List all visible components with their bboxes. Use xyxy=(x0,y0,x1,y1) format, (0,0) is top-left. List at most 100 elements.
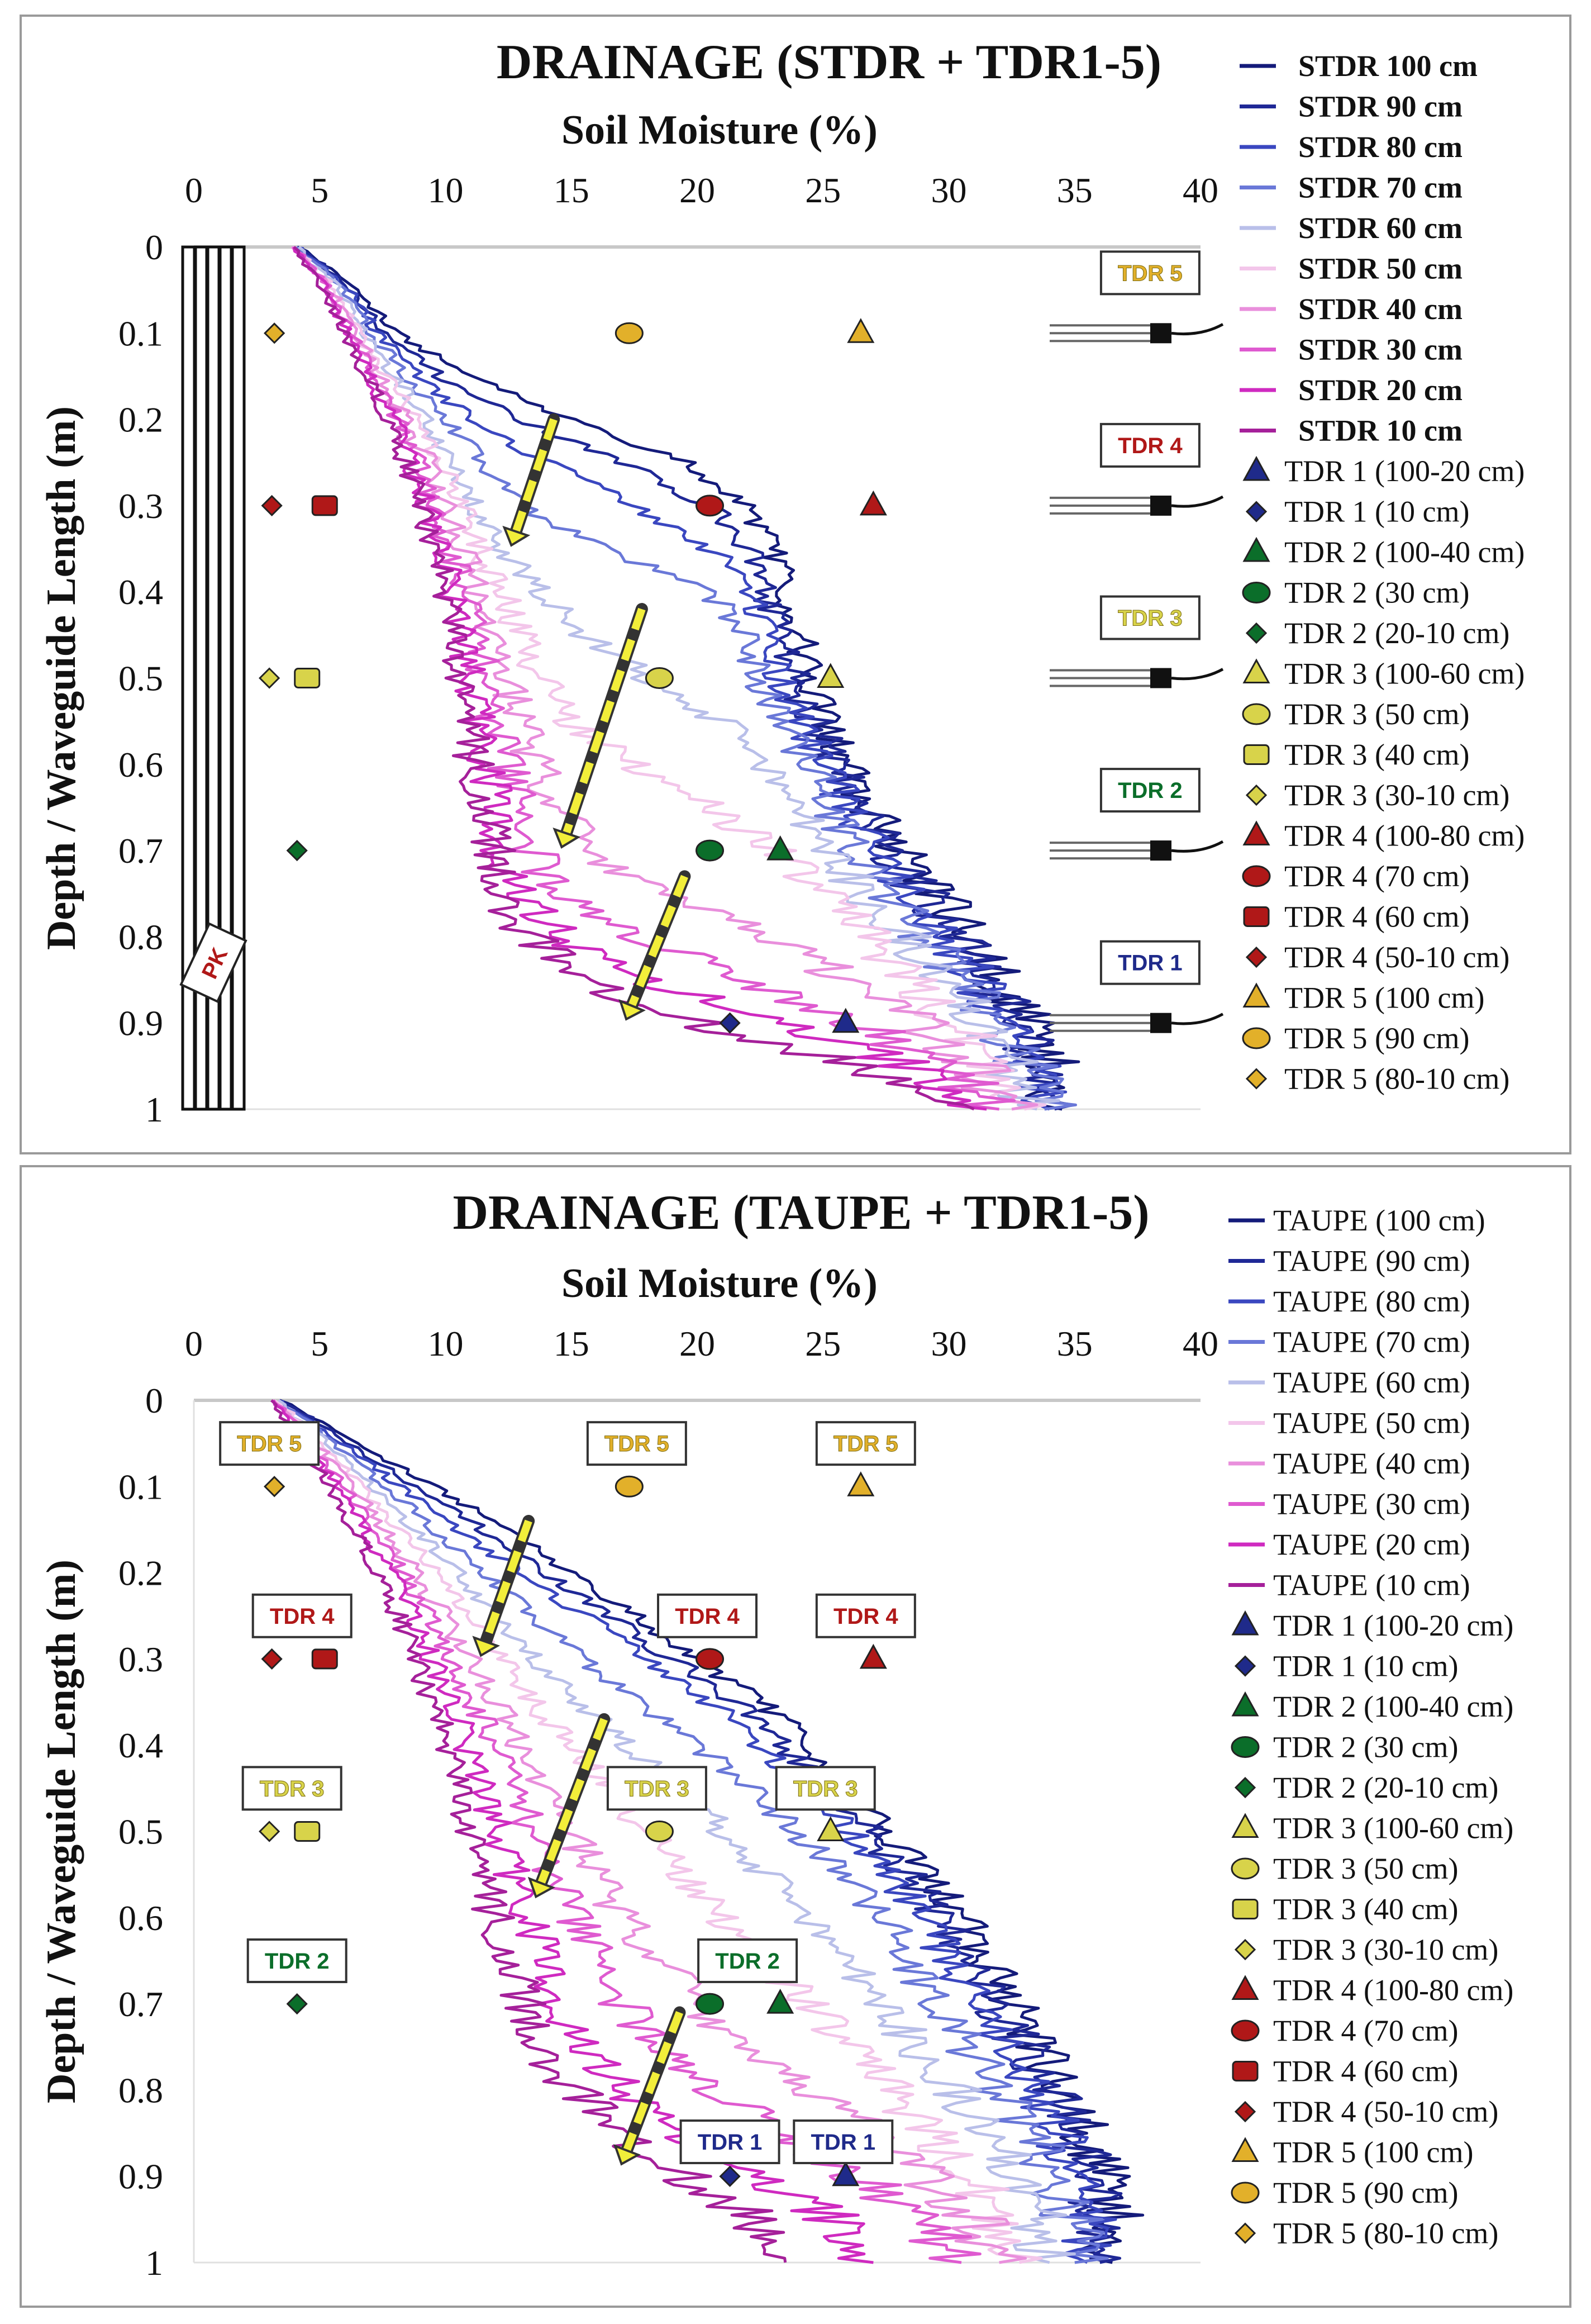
tdr-box xyxy=(815,1593,916,1638)
legend-label: TDR 5 (90 cm) xyxy=(1284,1021,1469,1055)
y-tick-label: 0.5 xyxy=(118,1812,163,1852)
legend-marker xyxy=(1245,501,1268,522)
probe-head xyxy=(1150,840,1171,861)
tdr-marker xyxy=(859,490,887,516)
legend-marker xyxy=(1231,2137,1259,2162)
legend-marker xyxy=(1231,2182,1260,2204)
legend-label: STDR 70 cm xyxy=(1298,171,1463,205)
probe-cable xyxy=(1171,668,1224,681)
legend-marker xyxy=(1242,703,1271,725)
tdr-marker xyxy=(264,322,285,344)
x-tick-label: 30 xyxy=(931,1324,967,1363)
tdr-box-label: TDR 3 xyxy=(1118,606,1183,630)
legend-label: TAUPE (40 cm) xyxy=(1273,1447,1470,1480)
tdr-marker xyxy=(294,668,321,688)
pk-tag: PK xyxy=(179,922,247,1003)
tdr-box xyxy=(219,1421,320,1466)
legend-marker xyxy=(1231,2019,1260,2042)
tdr-marker xyxy=(615,322,644,344)
tdr-marker xyxy=(311,1648,338,1670)
legend-label: TDR 4 (70 cm) xyxy=(1273,2014,1458,2047)
series-lines xyxy=(290,245,1080,1111)
top-chart-panel: DRAINAGE (STDR + TDR1-5) Soil Moisture (%… xyxy=(20,15,1571,1154)
tdr-box-label: TDR 4 xyxy=(1118,434,1183,458)
legend-marker xyxy=(1231,1610,1259,1636)
probe-icon xyxy=(1050,840,1224,861)
legend-label: TDR 3 (30-10 cm) xyxy=(1273,1933,1498,1966)
tdr-marker xyxy=(261,1648,283,1670)
trend-arrow-head xyxy=(552,827,581,849)
legend-label: TAUPE (60 cm) xyxy=(1273,1366,1470,1399)
tdr-marker xyxy=(847,1471,875,1496)
tdr-box xyxy=(1099,595,1201,640)
y-tick-label: 1 xyxy=(145,1090,163,1129)
x-tick-label: 40 xyxy=(1183,1324,1218,1363)
trend-arrow-dash xyxy=(482,1519,532,1643)
legend-label: TAUPE (30 cm) xyxy=(1273,1487,1470,1521)
y-tick-label: 0.7 xyxy=(118,1984,163,2024)
tdr-box-label: TDR 2 xyxy=(265,1949,330,1974)
legend-label: TDR 1 (10 cm) xyxy=(1273,1650,1458,1683)
legend-marker xyxy=(1232,1899,1259,1919)
legend-label: STDR 10 cm xyxy=(1298,414,1463,448)
tdr-box-label: TDR 3 xyxy=(793,1776,858,1801)
chart-title: DRAINAGE (TAUPE + TDR1-5) xyxy=(452,1186,1149,1240)
x-tick-label: 15 xyxy=(554,1324,589,1363)
tdr-marker xyxy=(817,663,845,688)
legend-marker xyxy=(1231,1975,1259,2000)
trend-arrow-dash xyxy=(628,875,688,1007)
x-tick-label: 25 xyxy=(805,1324,841,1363)
tdr-box-label: TDR 5 xyxy=(833,1432,898,1456)
x-axis-label: Soil Moisture (%) xyxy=(561,1261,878,1306)
legend-label: TDR 2 (100-40 cm) xyxy=(1284,535,1525,569)
series-lines xyxy=(270,1399,1145,2264)
legend-label: TDR 3 (100-60 cm) xyxy=(1284,657,1525,691)
tdr-marker xyxy=(766,1988,794,2014)
trend-arrow-head xyxy=(527,1876,555,1899)
x-tick-label: 0 xyxy=(185,170,203,210)
bottom-chart-svg: DRAINAGE (TAUPE + TDR1-5) Soil Moisture (… xyxy=(39,1186,1513,2283)
tdr-marker xyxy=(696,1993,725,2015)
tdr-box xyxy=(1099,422,1201,468)
legend-label: TDR 4 (70 cm) xyxy=(1284,859,1469,893)
pk-tag-box xyxy=(179,922,247,1003)
legend-marker xyxy=(1242,982,1270,1007)
legend-marker xyxy=(1242,658,1270,683)
y-tick-label: 0.1 xyxy=(118,1467,163,1506)
probe-head xyxy=(1150,323,1171,344)
y-tick-label: 0.4 xyxy=(118,572,163,612)
probe-icon xyxy=(1050,323,1224,344)
y-tick-label: 1 xyxy=(145,2243,163,2283)
trend-arrow-head xyxy=(613,2144,641,2166)
series-line xyxy=(298,245,1060,1111)
legend-marker xyxy=(1245,946,1268,968)
x-tick-label: 10 xyxy=(428,1324,464,1363)
top-chart-svg: DRAINAGE (STDR + TDR1-5) Soil Moisture (%… xyxy=(39,35,1525,1129)
legend-marker xyxy=(1243,906,1270,927)
series-line xyxy=(292,246,987,1111)
y-tick-label: 0.3 xyxy=(118,486,163,526)
y-tick-label: 0.6 xyxy=(118,1898,163,1938)
series-line xyxy=(272,1399,982,2264)
probe-cable xyxy=(1171,1013,1224,1025)
probe-cable xyxy=(1171,840,1224,853)
probe-cable xyxy=(1171,495,1224,508)
tdr-marker xyxy=(261,495,283,517)
tdr-marker xyxy=(645,667,674,689)
legend-label: TDR 4 (100-80 cm) xyxy=(1273,1974,1513,2007)
probe-head xyxy=(1150,668,1171,688)
legend-label: TDR 2 (30 cm) xyxy=(1273,1731,1458,1764)
trend-arrow-dash xyxy=(537,1718,608,1885)
legend: STDR 100 cm STDR 90 cm STDR 80 cm STDR 70 c… xyxy=(1240,49,1525,1096)
legend-marker xyxy=(1242,865,1271,887)
legend-marker xyxy=(1245,1068,1268,1090)
legend-marker xyxy=(1234,1655,1256,1677)
legend-label: STDR 80 cm xyxy=(1298,130,1463,164)
legend-label: TDR 5 (100 cm) xyxy=(1284,981,1484,1015)
legend: TAUPE (100 cm) TAUPE (90 cm) TAUPE (80 cm)… xyxy=(1228,1204,1513,2250)
legend-marker xyxy=(1243,744,1270,765)
tdr-box xyxy=(657,1593,758,1638)
series-line xyxy=(278,1399,1109,2264)
tdr-marker xyxy=(766,835,794,861)
tdr-marker xyxy=(615,1475,644,1498)
